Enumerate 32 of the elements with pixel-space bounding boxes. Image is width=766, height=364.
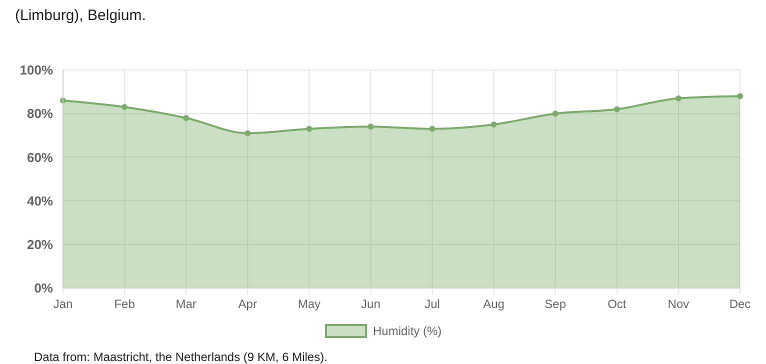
y-tick-label: 80% <box>26 106 54 122</box>
point <box>490 122 497 128</box>
x-tick-label: Jan <box>53 297 73 311</box>
point <box>429 126 436 132</box>
x-tick-label: Nov <box>668 297 690 311</box>
y-tick-label: 100% <box>20 62 54 78</box>
legend-label: Humidity (%) <box>373 324 442 338</box>
x-tick-label: Oct <box>608 297 627 311</box>
point <box>675 95 682 102</box>
point <box>368 124 374 130</box>
point <box>737 93 743 100</box>
chart-title: (Limburg), Belgium. <box>15 7 146 24</box>
x-tick-label: Aug <box>483 297 504 311</box>
x-tick-label: Dec <box>729 297 751 311</box>
x-tick-label: Apr <box>238 297 257 311</box>
x-tick-label: Jul <box>424 297 440 311</box>
point <box>614 106 620 112</box>
y-tick-label: 60% <box>26 150 54 165</box>
point <box>122 104 128 110</box>
x-tick-label: Feb <box>114 297 136 311</box>
point <box>552 110 558 117</box>
point <box>306 126 312 132</box>
text: Data from: Maastricht, the Netherlands (9 KM, 6 Miles). <box>34 350 328 364</box>
x-tick-label: May <box>298 297 321 311</box>
point <box>244 130 251 136</box>
y-tick-label: 40% <box>26 193 54 208</box>
y-tick-label: 20% <box>26 236 54 252</box>
x-tick-label: Jun <box>361 297 380 311</box>
point <box>183 114 190 121</box>
x-tick-label: Sep <box>544 297 566 311</box>
y-tick-label: 0% <box>34 280 54 296</box>
x-tick-label: Mar <box>176 297 196 311</box>
